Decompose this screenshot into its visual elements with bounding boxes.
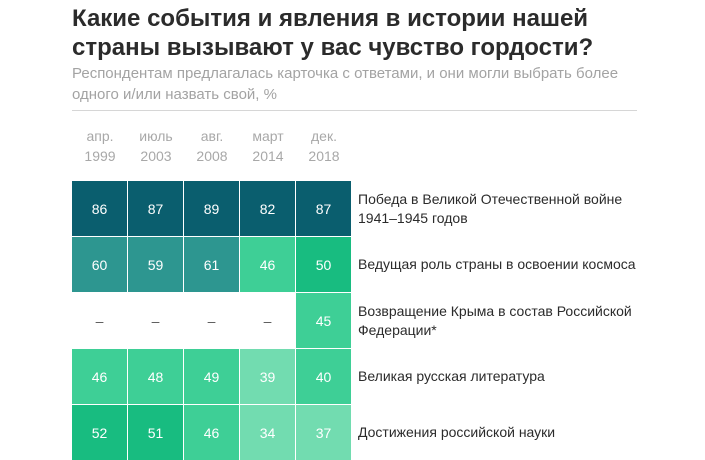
row-label: Возвращение Крыма в состав Российской Фе… [358,302,632,338]
heatmap-cell: – [72,293,127,348]
heatmap-cell: 59 [128,237,183,292]
heatmap-cell: 46 [72,349,127,404]
column-header-month: март [252,128,284,144]
heatmap-cell: – [184,293,239,348]
heatmap-cell: – [128,293,183,348]
heatmap-cell: 51 [128,405,183,460]
heatmap-cell: 46 [240,237,295,292]
row-label: Великая русская литература [358,368,545,384]
heatmap-cell: 87 [296,181,351,236]
column-header: март 2014 [240,126,296,166]
row-label: Ведущая роль страны в освоении космоса [358,256,636,272]
heatmap-cell: 49 [184,349,239,404]
column-header-month: авг. [200,128,224,144]
column-header: июль 2003 [128,126,184,166]
column-header-year: 2018 [308,148,340,164]
heatmap-cell: 52 [72,405,127,460]
column-header-month: дек. [311,128,337,144]
column-header-year: 2003 [140,148,172,164]
heatmap-cell: 39 [240,349,295,404]
heatmap-cell: 46 [184,405,239,460]
row-label: Победа в Великой Отечественной войне 194… [358,190,623,226]
column-header-year: 2014 [252,148,284,164]
row-label: Достижения российской науки [358,424,556,440]
header-divider [72,110,637,111]
column-header-year: 1999 [84,148,116,164]
heatmap-cell: – [240,293,295,348]
heatmap-cell: 89 [184,181,239,236]
heatmap-cell: 34 [240,405,295,460]
heatmap-cell: 45 [296,293,351,348]
column-header: апр. 1999 [72,126,128,166]
heatmap-cell: 40 [296,349,351,404]
heatmap-cell: 48 [128,349,183,404]
heatmap-cell: 86 [72,181,127,236]
heatmap-cell: 37 [296,405,351,460]
column-header: дек. 2018 [296,126,352,166]
column-header-month: апр. [86,128,114,144]
heatmap-cell: 50 [296,237,351,292]
heatmap-cell: 60 [72,237,127,292]
column-header-year: 2008 [196,148,228,164]
chart-subtitle: Респондентам предлагалась карточка с отв… [72,65,619,103]
heatmap-cell: 87 [128,181,183,236]
chart-title: Какие события и явления в истории нашей … [72,5,594,61]
heatmap-cell: 82 [240,181,295,236]
heatmap-cell: 61 [184,237,239,292]
column-header: авг. 2008 [184,126,240,166]
column-header-month: июль [139,128,173,144]
